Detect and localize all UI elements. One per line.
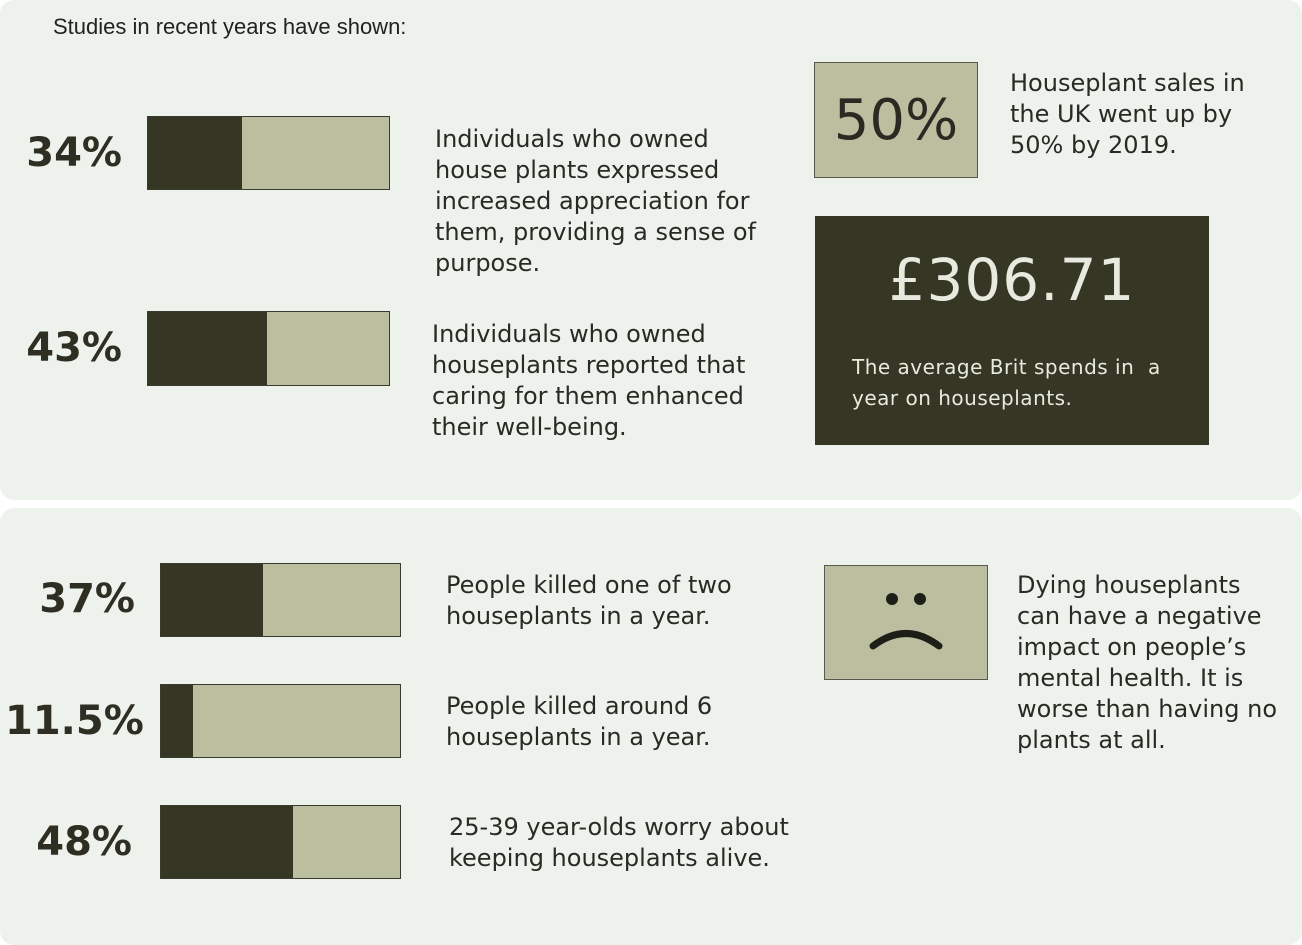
spend-box: £306.71 The average Brit spends in a yea…: [815, 216, 1209, 445]
stat-description: 25-39 year-olds worry about keeping hous…: [449, 813, 789, 872]
stat-percent: 11.5%: [5, 698, 144, 744]
stat-description: People killed around 6 houseplants in a …: [446, 692, 713, 751]
spend-amount: £306.71: [888, 246, 1136, 314]
stat-description: Individuals who owned houseplants report…: [432, 320, 746, 441]
dying-description: Dying houseplants can have a negative im…: [1017, 571, 1278, 754]
stat-bar: [147, 311, 390, 386]
stat-bar-fill: [148, 312, 268, 385]
stat-bar: [160, 684, 401, 758]
sad-face-box: [824, 565, 988, 680]
stat-bar: [147, 116, 390, 190]
stat-bar-fill: [161, 564, 263, 636]
stat-bar: [160, 805, 401, 879]
stat-bar: [160, 563, 401, 637]
sales-description: Houseplant sales in the UK went up by 50…: [1010, 69, 1245, 159]
stat-percent: 48%: [36, 819, 132, 865]
sales-percent-box: 50%: [814, 62, 978, 178]
stat-description: People killed one of two houseplants in …: [446, 571, 732, 630]
stat-percent: 34%: [26, 130, 122, 176]
stat-bar-fill: [148, 117, 243, 189]
stat-bar-fill: [161, 806, 293, 878]
intro-heading: Studies in recent years have shown:: [53, 14, 407, 39]
stat-percent: 37%: [39, 576, 135, 622]
sad-face-icon: [869, 593, 943, 650]
stat-description: Individuals who owned house plants expre…: [435, 125, 756, 277]
stat-bar-fill: [161, 685, 193, 757]
spend-caption: The average Brit spends in a year on hou…: [852, 355, 1161, 410]
stat-percent: 43%: [26, 325, 122, 371]
